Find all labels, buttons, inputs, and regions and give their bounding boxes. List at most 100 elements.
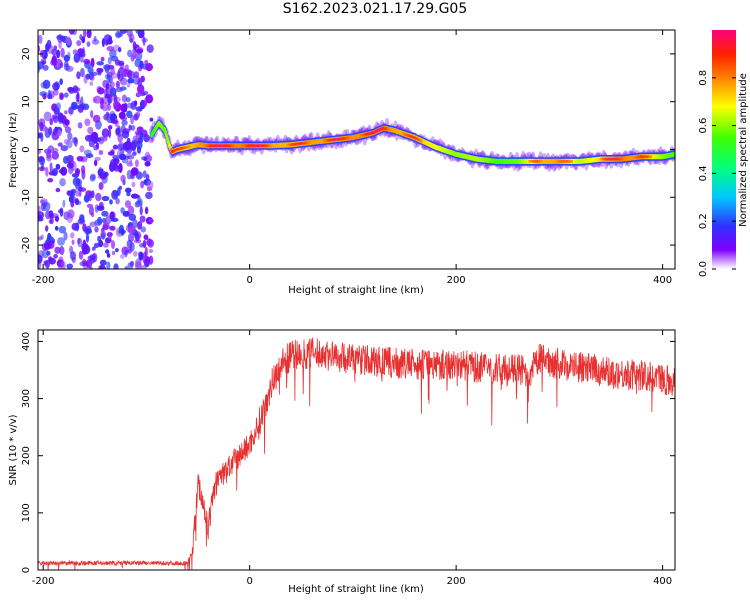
x-tick-label: 0 — [246, 275, 252, 286]
noise-blob — [89, 71, 98, 77]
noise-blob — [60, 92, 64, 100]
noise-blob — [106, 253, 111, 258]
snr-line — [38, 337, 675, 570]
noise-blob — [105, 111, 110, 117]
noise-blob — [120, 116, 128, 121]
noise-blob — [62, 199, 66, 208]
noise-blob — [144, 59, 149, 65]
noise-blob — [110, 67, 115, 75]
noise-blob — [124, 249, 128, 258]
noise-blob — [101, 128, 110, 138]
noise-blob — [138, 106, 142, 111]
noise-blob — [93, 242, 100, 248]
noise-blob — [119, 72, 124, 80]
noise-blob — [98, 150, 104, 155]
colorbar-tick-label: 0.6 — [698, 118, 709, 134]
noise-blob — [83, 30, 87, 38]
noise-blob — [115, 248, 119, 253]
noise-blob — [82, 258, 87, 267]
y-tick-label: 0 — [21, 567, 32, 573]
y-tick-label: 200 — [21, 446, 32, 465]
noise-blob — [78, 250, 84, 260]
noise-blob — [75, 222, 80, 232]
noise-blob — [113, 263, 119, 269]
noise-blob — [60, 47, 65, 58]
noise-blob — [120, 253, 125, 259]
noise-blob — [115, 80, 120, 89]
noise-blob — [101, 135, 108, 142]
noise-blob — [97, 87, 105, 95]
noise-blob — [38, 259, 42, 269]
noise-blob — [134, 159, 139, 168]
noise-blob — [137, 251, 143, 257]
noise-blob — [41, 242, 48, 251]
noise-blob — [77, 237, 83, 248]
noise-blob — [139, 205, 143, 216]
noise-blob — [113, 100, 119, 110]
noise-blob — [90, 173, 96, 180]
noise-blob — [76, 200, 82, 205]
noise-blob — [130, 169, 137, 176]
noise-blob — [135, 261, 142, 269]
spectrogram-y-ticks: 20 10 0 -10 -20 — [21, 48, 675, 253]
noise-blob — [119, 30, 128, 34]
noise-blob — [74, 190, 81, 197]
noise-blob — [71, 239, 75, 245]
noise-blob — [102, 242, 109, 248]
noise-blob — [105, 249, 110, 254]
noise-blob — [120, 103, 127, 113]
noise-blob — [63, 138, 70, 145]
noise-blob — [133, 71, 140, 78]
noise-blob — [101, 102, 109, 112]
snr-series — [38, 337, 675, 570]
noise-blob — [54, 225, 59, 231]
noise-blob — [63, 63, 70, 71]
noise-blob — [77, 122, 83, 129]
noise-blob — [119, 185, 122, 190]
noise-blob — [106, 74, 111, 85]
noise-blob — [109, 211, 115, 220]
noise-blob — [91, 246, 96, 251]
noise-blob — [131, 51, 137, 60]
noise-blob — [101, 210, 109, 217]
noise-blob — [146, 180, 154, 190]
noise-blob — [48, 219, 53, 224]
noise-blob — [130, 193, 139, 199]
noise-blob — [95, 192, 102, 202]
noise-blob — [55, 163, 61, 170]
noise-blob — [57, 142, 63, 147]
noise-blob — [126, 162, 134, 167]
noise-blob — [82, 239, 86, 247]
x-tick-label: -200 — [32, 275, 55, 286]
noise-blob — [94, 159, 98, 167]
noise-blob — [76, 155, 84, 162]
noise-blob — [42, 79, 51, 90]
noise-blob — [59, 246, 65, 255]
noise-blob — [60, 145, 68, 152]
noise-blob — [76, 40, 82, 47]
noise-blob — [59, 62, 64, 68]
noise-blob — [51, 48, 58, 56]
noise-blob — [115, 127, 121, 136]
noise-blob — [138, 65, 143, 72]
noise-blob — [128, 233, 135, 243]
noise-blob — [119, 86, 127, 91]
noise-blob — [52, 115, 57, 122]
noise-blob — [58, 262, 62, 269]
noise-blob — [55, 102, 61, 111]
noise-blob — [51, 151, 59, 160]
noise-blob — [122, 142, 130, 152]
noise-blob — [38, 34, 43, 44]
noise-blob — [142, 100, 148, 108]
noise-blob — [79, 145, 85, 153]
noise-blob — [83, 58, 91, 65]
noise-blob — [54, 246, 61, 254]
noise-blob — [88, 139, 95, 148]
noise-blob — [57, 34, 64, 43]
noise-blob — [83, 74, 88, 84]
noise-blob — [109, 225, 116, 231]
noise-blob — [101, 195, 110, 202]
noise-blob — [140, 265, 147, 269]
noise-blob — [63, 231, 68, 241]
spectrogram-ridge — [149, 115, 675, 172]
